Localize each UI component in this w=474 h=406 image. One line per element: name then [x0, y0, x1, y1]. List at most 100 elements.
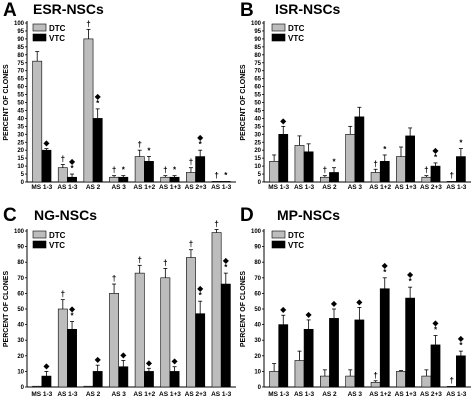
y-tick-label: 75 [17, 61, 24, 67]
bar-vtc [379, 288, 390, 388]
significance-mark: * [332, 158, 336, 167]
y-tick-label: 10 [17, 164, 24, 170]
y-tick-label: 30 [17, 132, 24, 138]
y-tick-label: 10 [254, 164, 261, 170]
bar-dtc [396, 156, 406, 183]
bar-dtc [345, 134, 356, 183]
significance-mark: ◆ [306, 310, 313, 319]
y-tick-label: 70 [17, 276, 24, 282]
y-tick-label: 45 [254, 108, 261, 114]
bar-vtc [430, 165, 441, 183]
y-tick-label: 0 [258, 385, 262, 391]
significance-mark: ◆ [432, 319, 439, 328]
significance-mark: ◆ [95, 92, 102, 101]
y-tick-label: 35 [254, 124, 261, 130]
x-tick-label: AS 2 [86, 184, 101, 191]
y-tick-label: 20 [17, 148, 24, 154]
y-tick-label: 65 [17, 77, 24, 83]
legend-label: VTC [49, 241, 65, 250]
significance-mark: ◆ [197, 133, 204, 142]
bar-vtc [169, 371, 180, 388]
significance-mark: ◆ [331, 299, 338, 308]
significance-mark: † [450, 171, 454, 180]
y-tick-label: 70 [254, 69, 261, 75]
significance-mark: ◆ [280, 116, 287, 125]
bar-dtc [370, 172, 381, 183]
significance-mark: ◆ [382, 261, 389, 270]
y-tick-label: 30 [254, 338, 261, 344]
y-tick-label: 80 [17, 260, 24, 266]
legend-swatch [271, 23, 286, 32]
y-tick-label: 65 [254, 77, 261, 83]
y-tick-label: 0 [21, 180, 25, 186]
panel-d: D MP-NSCs PERCENT OF CLONES 0 10 20 30 40 50 60 70… [240, 205, 471, 398]
y-tick-label: 50 [17, 101, 24, 107]
x-tick-label: AS 2 [322, 184, 337, 191]
bar-dtc [396, 371, 406, 388]
bar-vtc [278, 324, 289, 388]
bar-dtc [211, 181, 222, 183]
significance-mark: † [163, 258, 167, 267]
significance-mark: * [224, 171, 228, 180]
bar-dtc [186, 172, 196, 183]
x-tick-label: AS 3 [111, 391, 126, 398]
bar-dtc [160, 277, 171, 388]
y-tick-label: 10 [17, 369, 24, 375]
significance-mark: ◆ [432, 146, 439, 155]
x-tick-label: AS 1+2 [133, 184, 155, 191]
legend-label: DTC [49, 231, 66, 240]
y-tick-label: 100 [251, 229, 262, 235]
y-tick-label: 0 [21, 385, 25, 391]
significance-mark: ◆ [407, 270, 414, 279]
significance-mark: † [137, 255, 141, 264]
y-tick-label: 15 [254, 156, 261, 162]
bar-vtc [41, 149, 52, 183]
y-tick-label: 50 [254, 307, 261, 313]
y-tick-label: 80 [254, 260, 261, 266]
bar-vtc [303, 151, 314, 183]
significance-mark: ◆ [69, 157, 76, 166]
bar-dtc [421, 176, 432, 183]
significance-mark: * [199, 291, 203, 300]
significance-mark: † [214, 171, 218, 180]
x-tick-label: AS 3 [348, 184, 363, 191]
bar-vtc [405, 297, 415, 388]
bar-dtc [294, 145, 305, 183]
significance-mark: * [434, 326, 438, 335]
bar-vtc [354, 319, 365, 388]
significance-mark: ◆ [197, 284, 204, 293]
y-tick-label: 35 [17, 124, 24, 130]
bar-dtc [421, 375, 432, 388]
panel-letter: B [240, 0, 254, 21]
significance-mark: ◆ [69, 304, 76, 313]
y-tick-label: 25 [254, 140, 261, 146]
bar-vtc [220, 283, 231, 388]
legend-swatch [32, 240, 47, 249]
bar-vtc [118, 176, 129, 183]
x-tick-label: AS 1+3 [395, 391, 417, 398]
legend-swatch [32, 23, 47, 32]
significance-mark: ◆ [356, 297, 363, 306]
bar-dtc [109, 176, 119, 183]
significance-mark: † [61, 290, 65, 299]
y-tick-label: 50 [17, 307, 24, 313]
x-tick-label: AS 2 [86, 391, 101, 398]
panel-title: ESR-NSCs [33, 1, 104, 17]
significance-mark: † [373, 371, 377, 380]
bar-dtc [83, 385, 94, 388]
x-tick-label: AS 2+3 [420, 391, 442, 398]
significance-mark: † [214, 219, 218, 228]
bar-dtc [160, 176, 171, 183]
legend-swatch [271, 240, 286, 249]
bar-vtc [118, 366, 129, 388]
y-tick-label: 80 [254, 53, 261, 59]
y-tick-label: 40 [254, 323, 261, 329]
legend-swatch [271, 230, 286, 239]
y-tick-label: 80 [17, 53, 24, 59]
x-tick-label: AS 2+3 [185, 391, 207, 398]
x-tick-label: AS 1+3 [159, 184, 181, 191]
x-tick-label: MS 1-3 [31, 391, 52, 398]
bar-dtc [134, 272, 145, 388]
bar-vtc [144, 161, 154, 183]
